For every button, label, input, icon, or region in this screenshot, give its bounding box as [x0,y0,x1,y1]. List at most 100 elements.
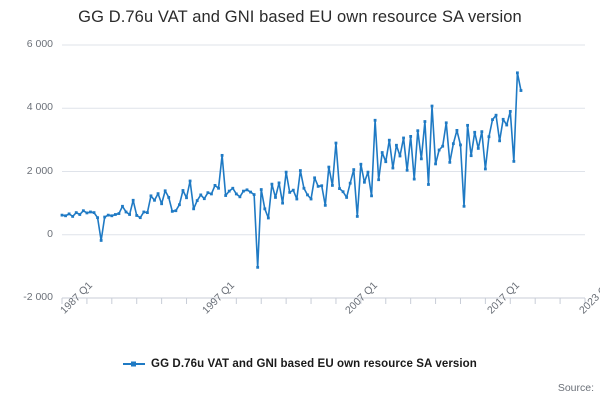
ytick-label-6000: 6 000 [26,38,53,50]
data-point [81,209,85,213]
data-point [220,153,224,157]
data-point [106,213,110,217]
data-point [263,207,267,211]
data-point [355,215,359,218]
data-point [516,71,519,75]
gridline-group [62,44,585,299]
data-point [330,184,334,187]
data-point [281,201,284,205]
data-point [455,128,459,132]
data-point [459,143,462,147]
data-point [117,212,121,215]
data-point [451,142,455,146]
data-point [231,186,235,190]
data-point [419,157,423,161]
data-point [295,197,299,201]
data-point [341,190,345,194]
data-point [277,181,281,185]
data-point [270,182,274,186]
data-point [405,168,409,172]
data-point [131,198,135,202]
data-point [494,113,498,117]
data-point [185,196,188,200]
data-point [469,154,473,158]
data-point [306,193,309,197]
ytick-label-2000: 2 000 [26,164,53,177]
data-point [234,192,238,196]
data-point [466,123,469,127]
data-point [284,170,288,174]
data-point [85,211,89,215]
data-point [99,239,103,242]
data-point [313,176,317,180]
data-point [384,160,388,164]
data-point [402,136,405,140]
series-marker-group [60,71,523,269]
data-point [67,212,71,216]
data-point [423,120,427,123]
data-point [74,211,78,215]
data-point [437,148,441,152]
data-point [434,162,437,166]
data-point [213,184,217,187]
xtick-mark-group [61,298,586,304]
data-point [398,154,402,158]
data-point [167,196,171,199]
series-line-gg-d76u [61,72,522,269]
data-point [320,184,324,188]
data-point [110,214,114,218]
data-point [519,89,523,92]
data-point [298,169,302,172]
data-point [483,167,487,171]
data-point [192,207,196,211]
data-point [412,177,416,181]
data-point [505,123,509,127]
data-point [487,135,491,139]
data-point [491,118,494,122]
legend-label: GG D.76u VAT and GNI based EU own resour… [151,358,477,370]
data-point [224,194,228,197]
data-point [135,214,139,217]
data-point [195,199,199,202]
data-point [145,211,149,215]
data-point [498,139,502,143]
data-point [348,181,352,185]
data-point [242,189,245,193]
data-point [92,211,96,215]
data-point [377,178,381,182]
data-point [96,216,99,220]
data-point [345,196,349,199]
data-point [480,130,484,134]
data-point [188,179,192,183]
ytick-label--2000: -2 000 [23,291,53,303]
ytick-label-4000: 4 000 [26,101,53,114]
data-point [409,135,413,138]
data-point [430,104,434,108]
data-point [448,160,452,164]
data-point [71,215,75,218]
data-point [124,210,128,214]
data-point [359,162,363,166]
data-point [316,184,320,188]
data-point [178,203,181,207]
data-point [202,197,206,201]
legend-item-gg-d76u[interactable]: GG D.76u VAT and GNI based EU own resour… [123,358,477,370]
data-point [238,195,242,199]
data-point [416,129,420,133]
data-point [363,180,366,184]
data-point [78,213,82,216]
data-point [288,190,292,194]
data-point [206,191,210,195]
data-point [113,213,117,216]
data-point [462,204,466,208]
data-point [163,189,167,193]
data-point [444,121,448,125]
chart-title: GG D.76u VAT and GNI based EU own resour… [78,8,522,26]
data-point [352,168,356,171]
data-point [334,141,338,145]
data-point [441,144,445,148]
data-point [174,209,178,213]
data-point [89,210,92,214]
